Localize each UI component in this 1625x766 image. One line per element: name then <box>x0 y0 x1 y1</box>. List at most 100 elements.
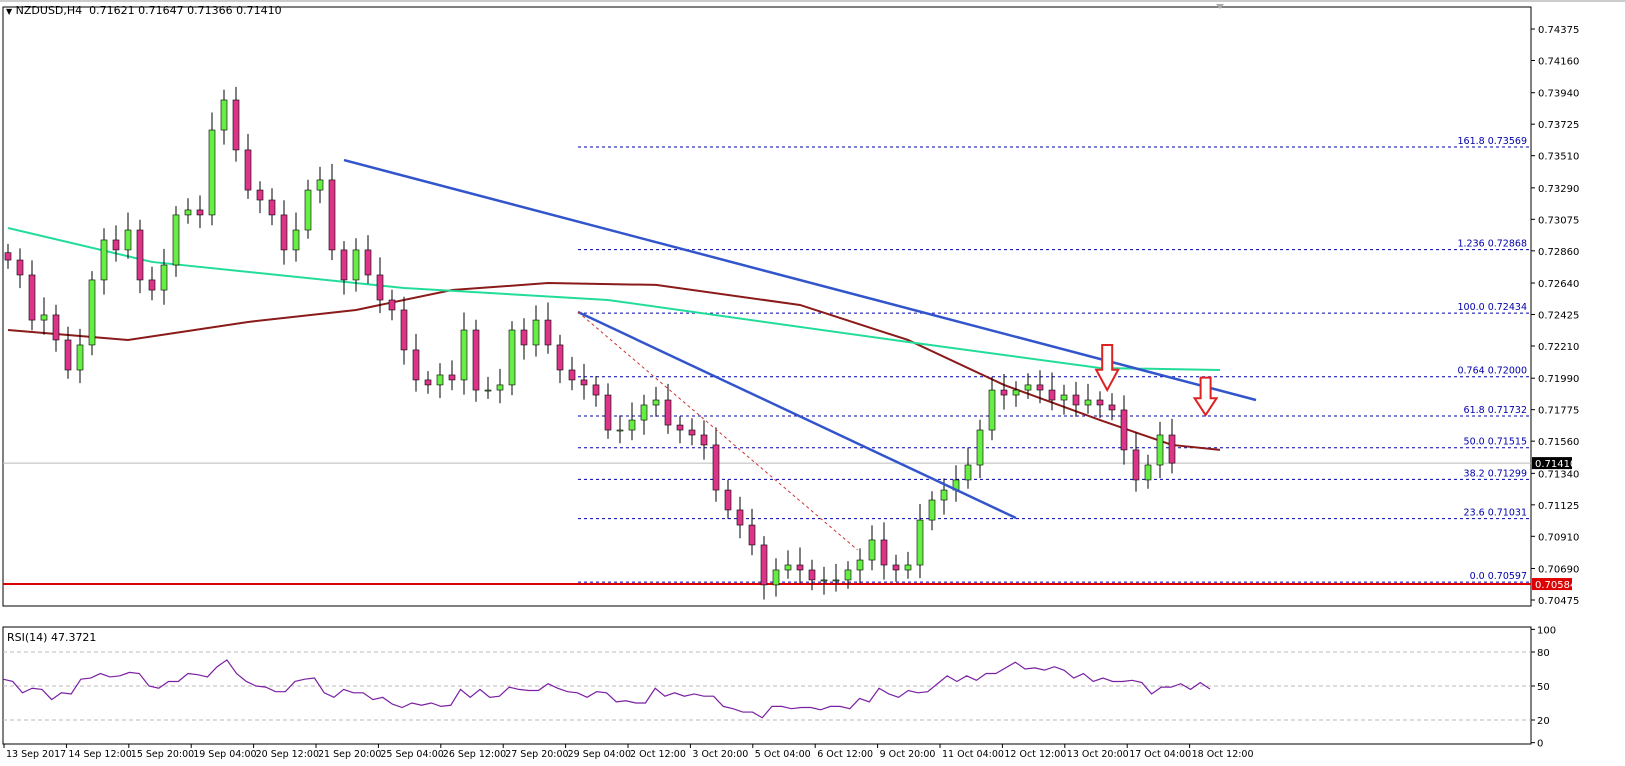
down-arrow-icon <box>1192 376 1219 417</box>
candle-body <box>940 489 948 501</box>
candle-body <box>124 229 132 251</box>
candle <box>892 554 900 582</box>
candle-body <box>736 509 744 526</box>
candle-body <box>28 274 36 321</box>
candle <box>580 363 588 400</box>
candle-body <box>412 349 420 381</box>
candle-body <box>1144 464 1152 481</box>
candle-body <box>436 374 444 386</box>
candle <box>700 420 708 460</box>
candle-body <box>724 489 732 511</box>
candle-body <box>148 279 156 291</box>
time-tick-label: 9 Oct 20:00 <box>880 749 936 760</box>
time-tick-label: 19 Sep 04:00 <box>193 749 256 760</box>
candle-body <box>76 344 84 371</box>
candle <box>148 266 156 301</box>
candle-body <box>556 344 564 371</box>
candle-body <box>1156 434 1164 466</box>
candle <box>904 551 912 579</box>
candle-body <box>712 444 720 491</box>
candle <box>1000 373 1008 410</box>
candle <box>1036 370 1044 404</box>
candle <box>88 271 96 356</box>
candle-body <box>136 229 144 281</box>
candle-body <box>832 579 840 582</box>
candle-body <box>160 264 168 291</box>
candle <box>244 133 252 199</box>
candle <box>232 86 240 162</box>
candle <box>1156 421 1164 479</box>
candle-body <box>424 379 432 386</box>
candle-body <box>868 539 876 561</box>
collapse-triangle-icon[interactable]: ▼ <box>6 7 13 16</box>
price-tick-label: 0.71990 <box>1538 374 1579 385</box>
candle <box>64 326 72 379</box>
price-tick-label: 0.70910 <box>1538 532 1579 543</box>
candle-body <box>172 214 180 266</box>
main-panel-frame <box>2 6 1532 607</box>
time-tick-label: 25 Sep 04:00 <box>380 749 443 760</box>
candle-body <box>328 179 336 251</box>
rsi-tick-label: 20 <box>1537 716 1550 727</box>
time-tick-label: 12 Oct 12:00 <box>1004 749 1066 760</box>
rsi-label: RSI(14) 47.3721 <box>7 631 97 644</box>
price-tick-label: 0.72640 <box>1538 279 1579 290</box>
candle-body <box>688 429 696 436</box>
candle-body <box>988 389 996 431</box>
down-arrow-icon <box>1094 343 1120 393</box>
candle <box>316 166 324 204</box>
candle <box>880 522 888 580</box>
candle <box>736 496 744 539</box>
candle <box>340 241 348 295</box>
candle-body <box>52 314 60 341</box>
candle-body <box>112 239 120 251</box>
price-tick-label: 0.73940 <box>1538 89 1579 100</box>
candle-body <box>676 424 684 431</box>
candle <box>172 206 180 277</box>
candle-body <box>520 329 528 346</box>
fib-level-label: 23.6 0.71031 <box>1464 508 1527 519</box>
candle-body <box>40 314 48 321</box>
candle-body <box>508 329 516 386</box>
price-tick-label: 0.73510 <box>1538 152 1579 163</box>
candle-body <box>904 564 912 571</box>
support-price-tag <box>1532 578 1572 591</box>
candle-body <box>460 329 468 381</box>
candle-body <box>1132 449 1140 481</box>
price-tick-label: 0.74160 <box>1538 56 1579 67</box>
candle-body <box>616 429 624 432</box>
candle-body <box>808 569 816 581</box>
candle <box>772 558 780 597</box>
candle-body <box>1084 399 1092 406</box>
candle <box>508 321 516 396</box>
time-tick-label: 13 Oct 20:00 <box>1067 749 1129 760</box>
candle <box>448 360 456 391</box>
fib-level-label: 100.0 0.72434 <box>1457 302 1527 313</box>
candle <box>616 415 624 444</box>
rsi-tick-label: 50 <box>1537 682 1550 693</box>
rsi-line <box>2 659 1211 719</box>
price-tick-label: 0.70690 <box>1538 565 1579 576</box>
rsi-tick-label: 0 <box>1537 739 1543 750</box>
candle-body <box>244 149 252 191</box>
candle-body <box>352 249 360 281</box>
candle <box>748 508 756 556</box>
candle-body <box>568 369 576 381</box>
support-price-label: 0.70584 <box>1535 580 1576 591</box>
candle-body <box>1000 389 1008 396</box>
price-tick-label: 0.71775 <box>1538 406 1579 417</box>
candle <box>112 225 120 262</box>
candle-body <box>784 564 792 571</box>
candle-body <box>1096 399 1104 406</box>
candle <box>928 491 936 531</box>
candle-body <box>208 129 216 216</box>
candle <box>52 304 60 352</box>
candle <box>1120 395 1128 465</box>
candle <box>160 248 168 305</box>
candle-body <box>4 252 12 261</box>
price-tick-label: 0.71560 <box>1538 437 1579 448</box>
candle-body <box>856 559 864 571</box>
candle-body <box>592 384 600 396</box>
candle <box>568 356 576 391</box>
